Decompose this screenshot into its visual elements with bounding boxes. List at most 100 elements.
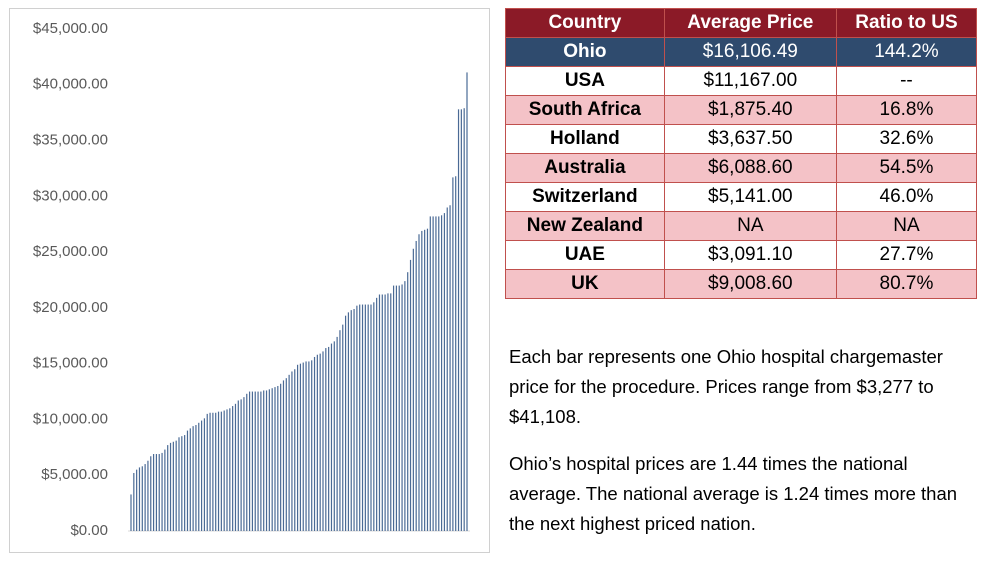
y-tick-label: $5,000.00: [41, 466, 108, 483]
y-tick-label: $35,000.00: [33, 132, 108, 149]
table-cell: New Zealand: [505, 211, 665, 241]
bar: [344, 315, 347, 531]
bar: [285, 378, 287, 531]
bar: [254, 391, 256, 531]
table-row: UK $9,008.60 80.7%: [505, 269, 978, 299]
bar: [339, 330, 341, 531]
bar: [364, 304, 366, 531]
note: Ohio’s hospital prices are 1.44 times th…: [509, 453, 958, 534]
bar: [390, 293, 392, 531]
bar: [361, 304, 364, 531]
bar: [296, 364, 299, 531]
bar: [291, 371, 293, 531]
table-cell: NA: [835, 211, 978, 241]
bar: [178, 437, 180, 531]
bar: [192, 426, 194, 531]
bar: [232, 406, 234, 531]
bar: [347, 312, 350, 531]
bar: [305, 361, 307, 531]
bar: [217, 411, 220, 531]
y-tick-label: $10,000.00: [33, 410, 108, 427]
bar: [200, 420, 203, 531]
table-row: USA $11,167.00 --: [505, 66, 978, 96]
table-cell: $6,088.60: [663, 153, 837, 183]
bar: [415, 240, 417, 531]
notes: Each bar represents one Ohio hospital ch…: [509, 342, 979, 556]
column-header: Average Price: [663, 8, 837, 38]
bar: [398, 285, 400, 531]
bar: [438, 216, 440, 531]
table-cell: $16,106.49: [663, 37, 837, 67]
bar: [141, 466, 143, 531]
chart-box: $0.00 $5,000.00 $10,000.00 $15,000.00 $20,00…: [9, 8, 490, 553]
bar: [387, 293, 389, 531]
bar: [373, 302, 375, 531]
table-cell: 46.0%: [835, 182, 978, 212]
bar: [463, 108, 465, 532]
table-cell: South Africa: [505, 95, 665, 125]
bar: [263, 390, 265, 531]
bar: [130, 494, 132, 531]
bar: [158, 454, 160, 531]
bar: [446, 207, 448, 531]
y-tick-label: $15,000.00: [33, 355, 108, 372]
table-row: South Africa $1,875.40 16.8%: [505, 95, 978, 125]
bar: [435, 216, 437, 531]
bar: [164, 449, 166, 531]
bar: [392, 285, 395, 531]
bar: [421, 230, 423, 531]
bar: [206, 413, 208, 531]
table-cell: $3,091.10: [663, 240, 837, 270]
bar: [311, 360, 313, 531]
bar: [452, 177, 454, 531]
bar: [342, 324, 344, 531]
bar: [136, 469, 138, 531]
bar: [299, 363, 302, 531]
table-row: Switzerland $5,141.00 46.0%: [505, 182, 978, 212]
bar: [401, 284, 403, 531]
bar: [229, 408, 231, 531]
table-cell: 27.7%: [835, 240, 978, 270]
bar: [175, 440, 177, 531]
bar: [313, 356, 316, 531]
bar: [378, 294, 381, 531]
y-tick-label: $20,000.00: [33, 299, 108, 316]
bar: [265, 390, 268, 531]
bar: [322, 351, 324, 531]
price-table: Country Average Price Ratio to US Ohio $16,1…: [505, 8, 978, 299]
bar: [319, 353, 321, 531]
table-cell: $5,141.00: [663, 182, 837, 212]
bar: [203, 418, 206, 531]
bar: [412, 248, 414, 531]
bar: [460, 109, 462, 531]
table-cell: 144.2%: [835, 37, 978, 67]
table-cell: NA: [663, 211, 837, 241]
bar: [144, 464, 146, 531]
bar: [325, 348, 327, 531]
bar: [226, 409, 228, 531]
bar: [381, 294, 383, 531]
bar: [138, 467, 141, 531]
bar: [440, 215, 443, 531]
y-tick-label: $40,000.00: [33, 76, 108, 93]
bar: [240, 399, 242, 531]
bar: [336, 336, 338, 531]
bar: [395, 285, 398, 531]
table-cell: UK: [505, 269, 665, 299]
table-cell: 54.5%: [835, 153, 978, 183]
table-row: New Zealand NA NA: [505, 211, 978, 241]
column-header: Country: [505, 8, 665, 38]
table-row: Ohio $16,106.49 144.2%: [505, 37, 978, 67]
bar: [426, 228, 429, 531]
bar: [152, 454, 155, 531]
table-row: Australia $6,088.60 54.5%: [505, 153, 978, 183]
y-tick-label: $0.00: [70, 522, 108, 539]
bar: [457, 109, 460, 531]
bar: [150, 456, 152, 531]
bar: [333, 341, 335, 531]
table-cell: UAE: [505, 240, 665, 270]
table-cell: Holland: [505, 124, 665, 154]
bar: [407, 272, 409, 531]
bar: [353, 309, 355, 531]
